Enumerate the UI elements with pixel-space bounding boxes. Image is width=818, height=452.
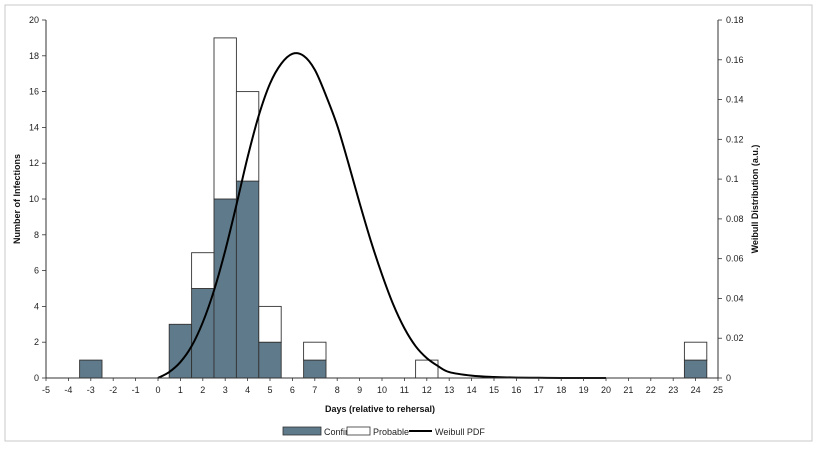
x-tick-label: 8 — [335, 385, 340, 395]
x-tick-label: 5 — [267, 385, 272, 395]
bars-group — [79, 37, 708, 379]
legend-swatch-confirmed — [282, 426, 322, 436]
legend-label-confirmed: Confirmed — [324, 427, 366, 437]
x-tick-label: -3 — [87, 385, 95, 395]
bar-confirmed-day-3 — [213, 198, 237, 379]
x-tick-label: -2 — [109, 385, 117, 395]
legend-label-probable: Probable — [373, 427, 409, 437]
x-tick-label: 23 — [668, 385, 678, 395]
y2-tick-label: 0.06 — [726, 254, 744, 264]
y-tick-label: 4 — [34, 301, 39, 311]
y-tick-label: 6 — [34, 266, 39, 276]
y2-tick-label: 0.12 — [726, 134, 744, 144]
y-tick-label: 18 — [29, 51, 39, 61]
x-tick-label: 4 — [245, 385, 250, 395]
bar-probable-day-3 — [213, 37, 237, 200]
x-tick-label: 12 — [422, 385, 432, 395]
y-tick-label: 10 — [29, 194, 39, 204]
y2-tick-label: 0.04 — [726, 293, 744, 303]
x-tick-label: 1 — [178, 385, 183, 395]
x-tick-label: 17 — [534, 385, 544, 395]
bar-probable-day-24 — [683, 341, 708, 361]
bar-confirmed-day-4 — [235, 180, 260, 379]
ticks-group: -5 -4 -3 -2 -1 0 1 2 3 4 5 6 7 8 9 10 11 12 13 14 15 16 17 18 19… — [29, 15, 744, 395]
x-tick-label: 11 — [400, 385, 409, 395]
bar-confirmed-day-5 — [258, 341, 282, 379]
x-tick-label: 2 — [200, 385, 205, 395]
x-tick-label: 25 — [713, 385, 723, 395]
y2-tick-label: 0.14 — [726, 95, 744, 105]
x-tick-label: -5 — [42, 385, 50, 395]
y-tick-label: 20 — [29, 15, 39, 25]
x-tick-label: 6 — [290, 385, 295, 395]
legend: Confirmed Probable Weibull PDF — [282, 426, 485, 437]
x-tick-label: 20 — [601, 385, 611, 395]
x-tick-label: 13 — [444, 385, 454, 395]
bar-probable-day-7 — [303, 341, 327, 361]
bar-confirmed-day-minus3 — [79, 359, 103, 379]
y-tick-label: 2 — [34, 337, 39, 347]
x-tick-label: -4 — [64, 385, 72, 395]
x-tick-label: 24 — [691, 385, 701, 395]
x-tick-label: -1 — [132, 385, 140, 395]
y-tick-label: 0 — [34, 373, 39, 383]
x-tick-label: 7 — [312, 385, 317, 395]
bar-probable-day-4 — [235, 91, 260, 182]
y-tick-label: 14 — [29, 122, 39, 132]
chart-border — [4, 4, 813, 442]
weibull-pdf-line — [157, 52, 606, 380]
x-tick-label: 15 — [489, 385, 499, 395]
legend-label-weibull: Weibull PDF — [435, 427, 485, 437]
bar-confirmed-day-24 — [683, 359, 708, 379]
y2-tick-label: 0.18 — [726, 15, 744, 25]
y2-tick-label: 0 — [726, 373, 731, 383]
x-tick-label: 9 — [357, 385, 362, 395]
x-tick-label: 19 — [579, 385, 589, 395]
y2-axis-title: Weibull Distribution (a.u.) — [750, 145, 760, 254]
bar-probable-day-2 — [191, 252, 215, 289]
x-tick-label: 22 — [646, 385, 656, 395]
x-tick-label: 16 — [511, 385, 521, 395]
legend-swatch-probable — [346, 426, 371, 436]
y-tick-label: 16 — [29, 87, 39, 97]
y2-tick-label: 0.16 — [726, 55, 744, 65]
x-tick-label: 18 — [556, 385, 566, 395]
x-tick-label: 0 — [155, 385, 160, 395]
weibull-line-group — [157, 52, 606, 380]
y2-tick-label: 0.08 — [726, 214, 744, 224]
y-tick-label: 12 — [29, 158, 39, 168]
x-tick-label: 10 — [377, 385, 387, 395]
bar-probable-day-5 — [258, 305, 282, 343]
x-tick-label: 21 — [623, 385, 633, 395]
y-axis-title: Number of Infections — [12, 154, 22, 244]
x-tick-label: 14 — [467, 385, 477, 395]
x-tick-label: 3 — [223, 385, 228, 395]
bar-confirmed-day-7 — [303, 359, 327, 379]
x-axis-title: Days (relative to rehersal) — [325, 404, 435, 414]
y2-tick-label: 0.1 — [726, 174, 739, 184]
y-tick-label: 8 — [34, 230, 39, 240]
y2-tick-label: 0.02 — [726, 333, 744, 343]
